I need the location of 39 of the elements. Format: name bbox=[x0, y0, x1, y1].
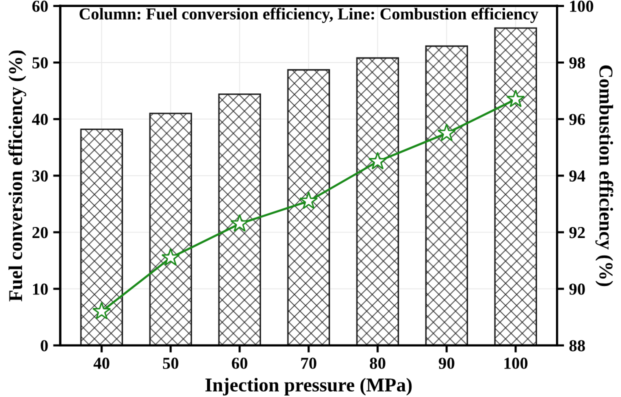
y2-tick-label: 94 bbox=[569, 170, 586, 182]
x-tick-label: 50 bbox=[162, 358, 178, 369]
y2-tick-label: 88 bbox=[569, 340, 585, 352]
y2-tick-label: 96 bbox=[569, 114, 586, 126]
point bbox=[299, 191, 318, 210]
y2-tick-label: 90 bbox=[569, 284, 585, 295]
bar bbox=[218, 94, 262, 346]
x-tick-label: 40 bbox=[94, 358, 110, 369]
chart-title: Column: Fuel conversion efficiency, Line: Combustion efficiency bbox=[80, 8, 538, 23]
x-tick-label: 70 bbox=[301, 358, 316, 369]
y-tick-label: 50 bbox=[32, 57, 48, 68]
point bbox=[92, 302, 111, 320]
point bbox=[161, 248, 180, 266]
bar bbox=[425, 45, 468, 346]
x-tick-label: 100 bbox=[504, 358, 528, 369]
y-tick-label: 10 bbox=[33, 284, 48, 295]
bar bbox=[149, 112, 192, 346]
bar bbox=[494, 27, 538, 346]
y-tick-label: 40 bbox=[32, 114, 48, 126]
y2-tick-label: 100 bbox=[570, 0, 594, 12]
bar bbox=[80, 128, 124, 346]
x-tick-label: 90 bbox=[438, 358, 454, 369]
y2-tick-label: 92 bbox=[569, 226, 585, 238]
y2-axis-title: Combustion efficiency (%) bbox=[595, 65, 614, 286]
point bbox=[437, 124, 456, 142]
y-tick-label: 60 bbox=[32, 0, 48, 12]
point bbox=[368, 152, 387, 170]
x-tick-label: 60 bbox=[232, 358, 248, 369]
bar bbox=[356, 57, 400, 346]
x-axis-title: Injection pressure (MPa) bbox=[205, 378, 412, 396]
y-tick-label: 30 bbox=[32, 170, 48, 182]
point bbox=[230, 214, 249, 232]
x-tick-label: 80 bbox=[370, 358, 386, 369]
y-tick-label: 0 bbox=[40, 340, 48, 352]
y-axis-title: Fuel conversion efficiency (%) bbox=[8, 50, 26, 302]
y2-tick-label: 98 bbox=[569, 57, 585, 68]
y-tick-label: 20 bbox=[32, 226, 48, 238]
bar bbox=[287, 69, 330, 346]
point bbox=[506, 90, 525, 108]
